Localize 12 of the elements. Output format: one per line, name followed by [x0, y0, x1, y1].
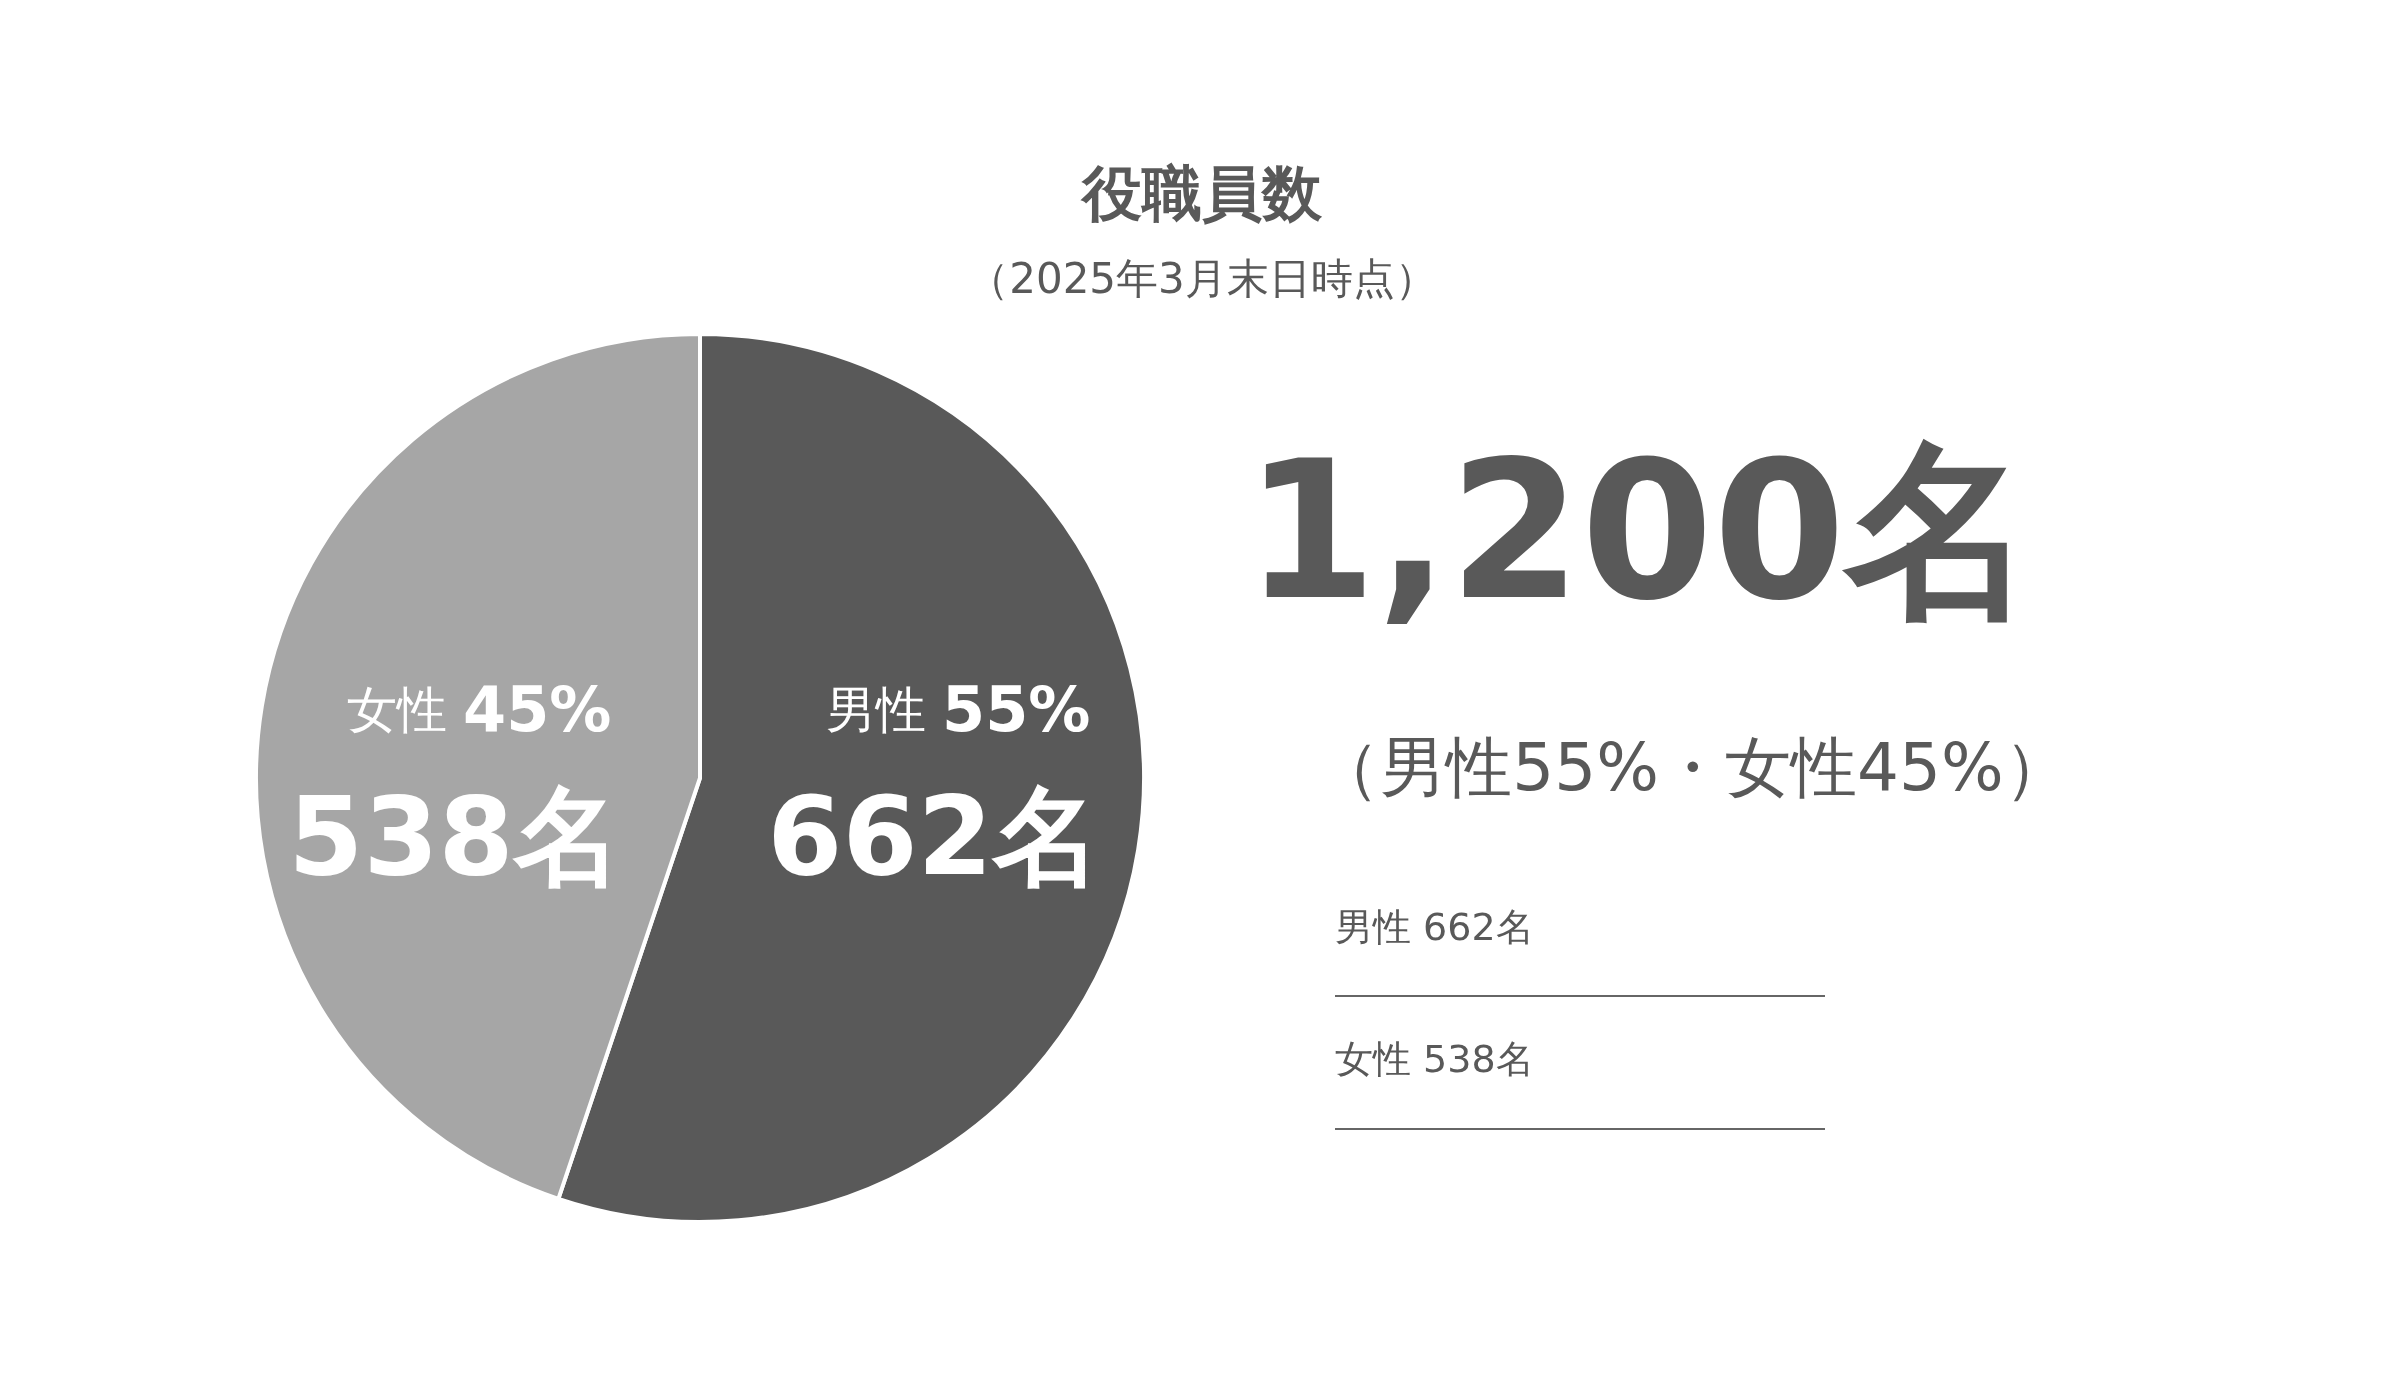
- slice-label: 男性: [826, 681, 926, 739]
- chart-title: 役職員数: [1080, 158, 1323, 228]
- data-label: 662名: [767, 774, 1101, 899]
- text: （男性55%・女性45%）: [1314, 729, 2070, 806]
- slice-label: 女性: [347, 681, 447, 739]
- text: 45%: [463, 673, 612, 746]
- text: 1,200名: [1244, 421, 2036, 642]
- text: 男性 662名: [1335, 905, 1534, 949]
- chart-subtitle: （2025年3月末日時点）: [967, 254, 1437, 303]
- text: 55%: [942, 673, 1091, 746]
- data-label: 538名: [288, 774, 622, 899]
- text: 女性 538名: [1335, 1037, 1534, 1081]
